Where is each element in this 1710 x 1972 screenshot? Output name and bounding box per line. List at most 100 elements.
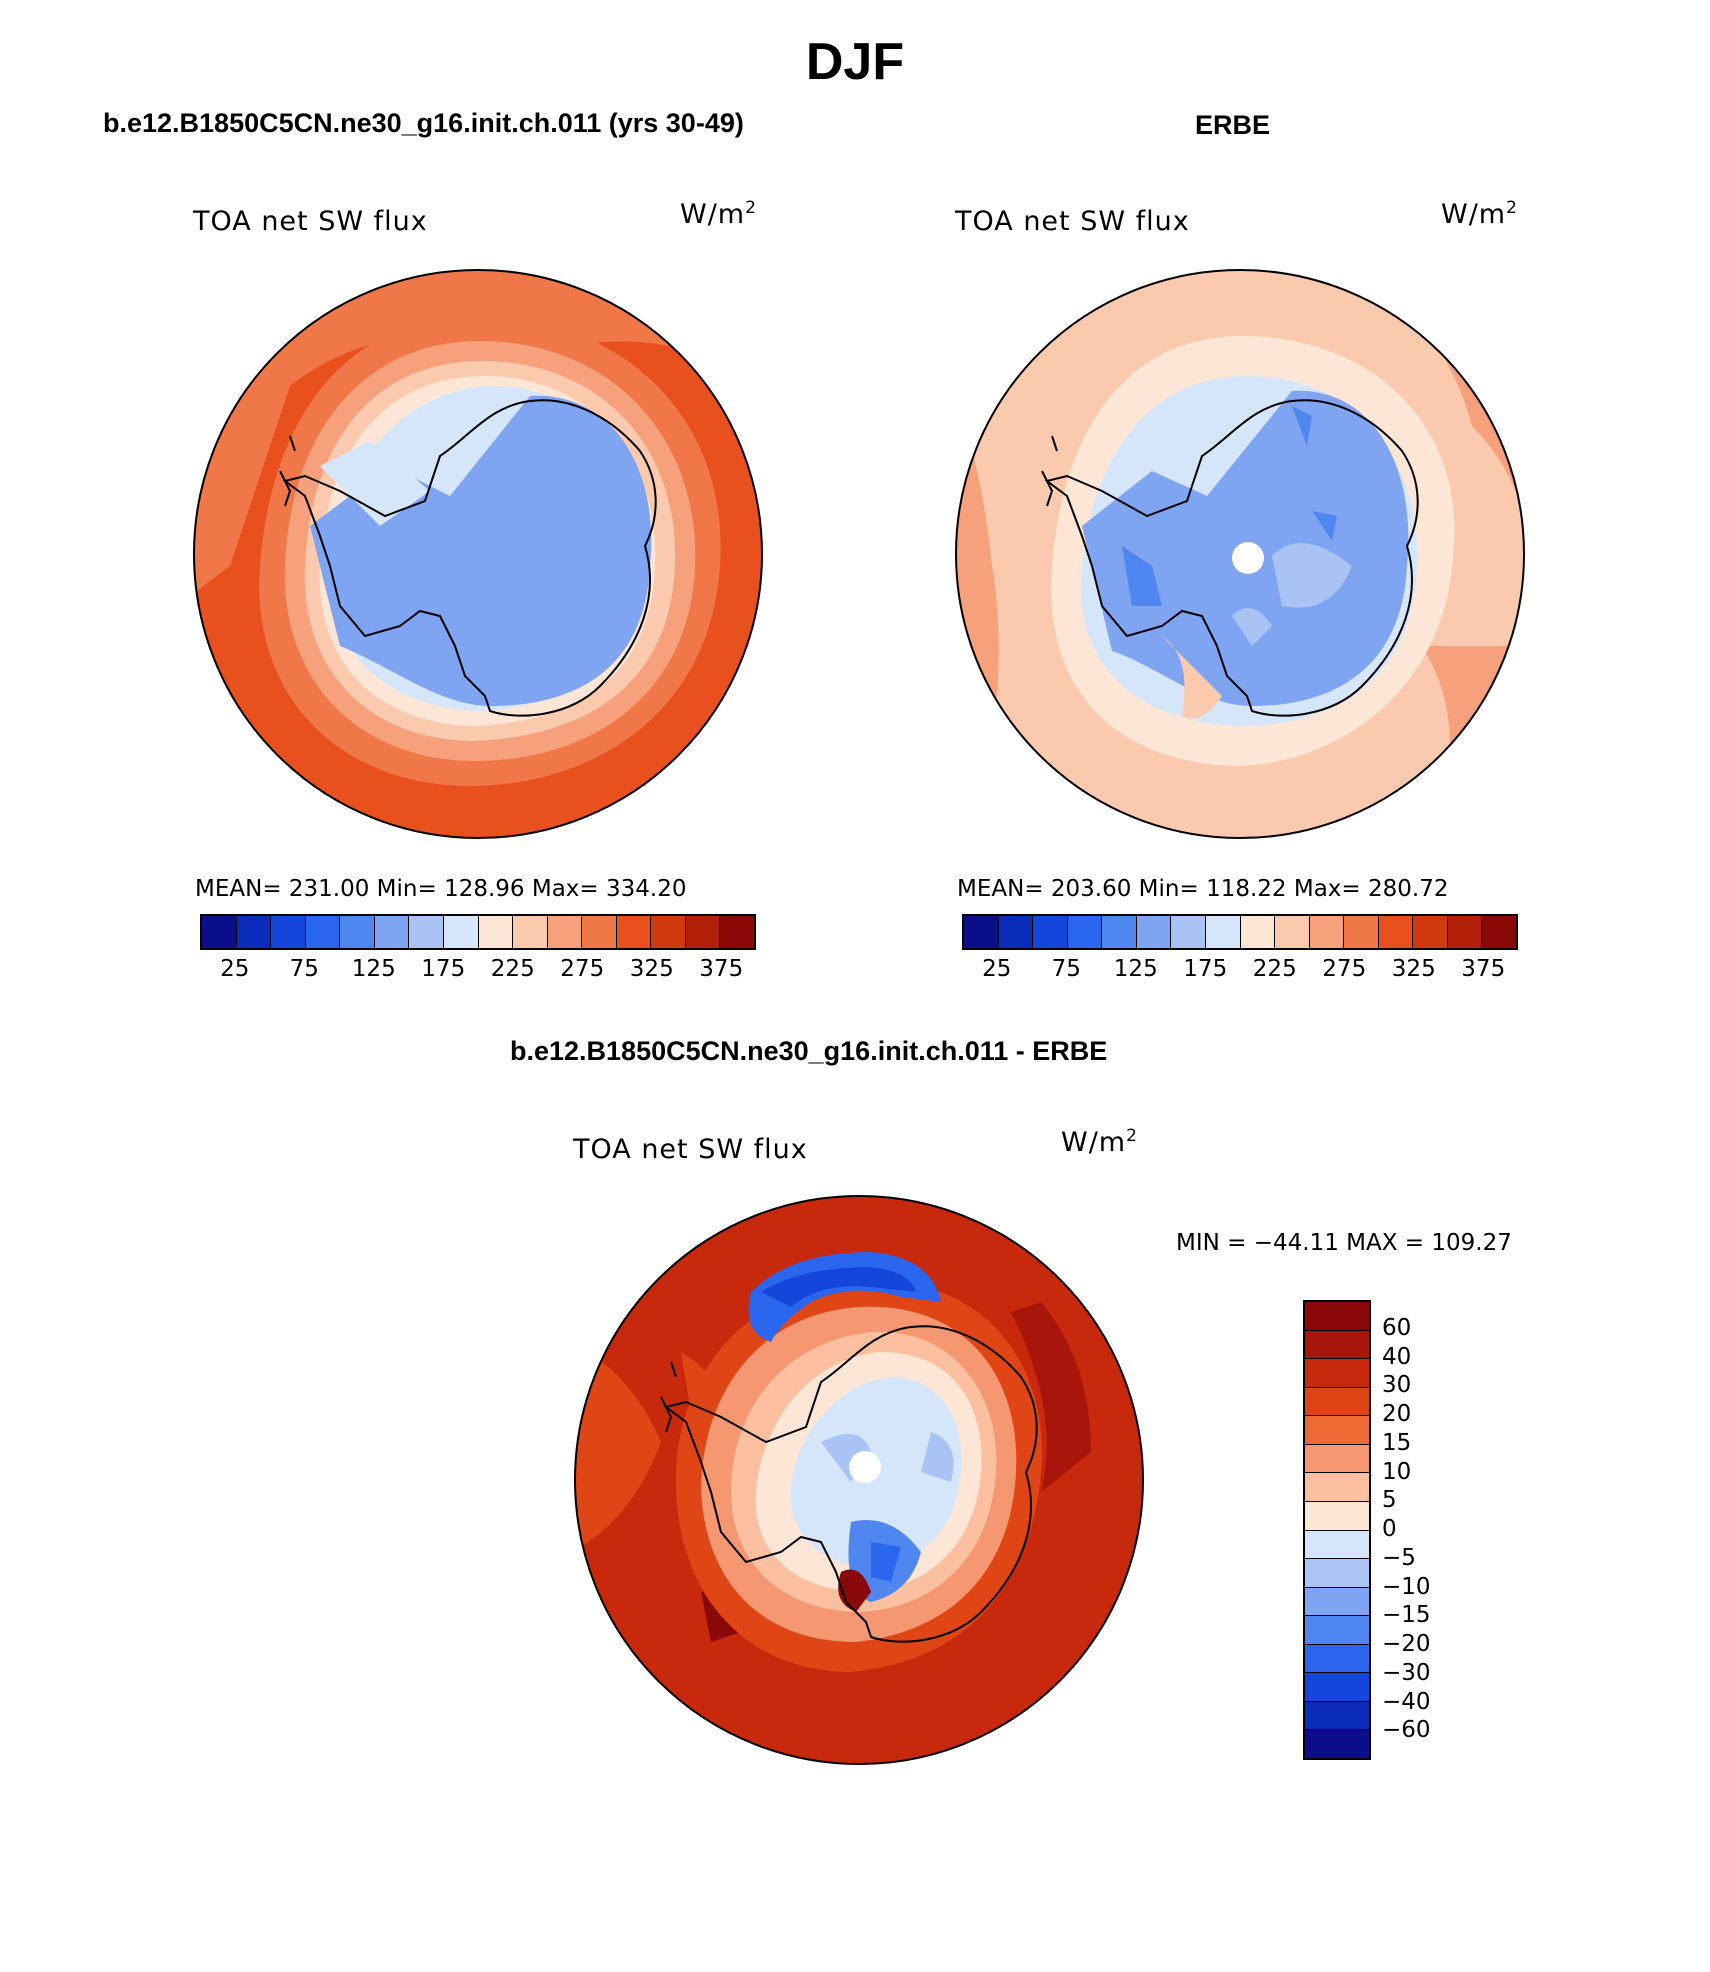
- diff-colorbar-swatch: [1305, 1387, 1369, 1417]
- obs-colorbar-swatch: [1240, 916, 1276, 948]
- model-colorbar-tick-label: 175: [421, 956, 466, 982]
- obs-colorbar-tick-label: 125: [1113, 956, 1158, 982]
- diff-colorbar-swatch: [1305, 1359, 1369, 1388]
- obs-colorbar-tick-label: 75: [1051, 956, 1081, 982]
- model-colorbar-swatch: [305, 916, 341, 948]
- model-colorbar-swatch: [374, 916, 410, 948]
- obs-colorbar-tick-label: 275: [1322, 956, 1367, 982]
- diff-colorbar-tick-label: −60: [1382, 1717, 1431, 1744]
- diff-colorbar-tick-label: −10: [1382, 1573, 1431, 1600]
- model-stats: MEAN= 231.00 Min= 128.96 Max= 334.20: [195, 876, 687, 902]
- obs-colorbar-swatch: [1102, 916, 1137, 948]
- diff-colorbar-swatch: [1305, 1616, 1369, 1645]
- obs-colorbar-swatch: [1344, 916, 1379, 948]
- model-colorbar-swatch: [202, 916, 237, 948]
- diff-colorbar-swatch: [1305, 1587, 1369, 1617]
- model-colorbar-tick-label: 75: [289, 956, 319, 982]
- diff-colorbar-swatch: [1305, 1701, 1369, 1731]
- diff-colorbar-swatch: [1305, 1302, 1369, 1331]
- model-colorbar-swatch: [409, 916, 444, 948]
- obs-colorbar-tick-label: 375: [1461, 956, 1506, 982]
- model-colorbar: [200, 914, 756, 950]
- obs-variable-label: TOA net SW flux: [955, 206, 1190, 237]
- diff-polar-map: [574, 1195, 1144, 1765]
- obs-units-label: W/m2: [1441, 198, 1518, 230]
- diff-colorbar-swatch: [1305, 1730, 1369, 1758]
- obs-colorbar-tick-label: 175: [1183, 956, 1228, 982]
- obs-colorbar-labels: 25 75 125 175 225 275 325 375: [962, 956, 1518, 986]
- obs-colorbar-swatch: [1378, 916, 1414, 948]
- model-colorbar-swatch: [236, 916, 272, 948]
- model-colorbar-tick-label: 325: [629, 956, 674, 982]
- model-colorbar-labels: 25 75 125 175 225 275 325 375: [200, 956, 756, 986]
- diff-colorbar-swatch: [1305, 1444, 1369, 1474]
- obs-colorbar-tick-label: 225: [1252, 956, 1297, 982]
- model-colorbar-swatch: [616, 916, 652, 948]
- diff-panel-title: b.e12.B1850C5CN.ne30_g16.init.ch.011 - E…: [510, 1036, 1108, 1066]
- diff-colorbar-swatch: [1305, 1644, 1369, 1674]
- diff-colorbar-swatch: [1305, 1501, 1369, 1531]
- diff-colorbar-swatch: [1305, 1559, 1369, 1588]
- model-colorbar-swatch: [720, 916, 754, 948]
- diff-colorbar-tick-label: −40: [1382, 1688, 1431, 1715]
- diff-units-label: W/m2: [1061, 1126, 1138, 1158]
- obs-colorbar-swatch: [964, 916, 999, 948]
- diff-variable-label: TOA net SW flux: [573, 1134, 808, 1165]
- model-colorbar-tick-label: 25: [220, 956, 250, 982]
- diff-colorbar-swatch: [1305, 1330, 1369, 1360]
- obs-colorbar-swatch: [1482, 916, 1516, 948]
- obs-colorbar-swatch: [1136, 916, 1172, 948]
- diff-colorbar-tick-label: 10: [1382, 1458, 1412, 1485]
- model-colorbar-tick-label: 275: [560, 956, 605, 982]
- model-colorbar-swatch: [651, 916, 686, 948]
- obs-stats: MEAN= 203.60 Min= 118.22 Max= 280.72: [957, 876, 1449, 902]
- diff-colorbar-labels: 60 40 30 20 15 10 5 0 −5 −10 −15 −20 −30 −40 −60: [1382, 1300, 1472, 1760]
- model-variable-label: TOA net SW flux: [193, 206, 428, 237]
- model-colorbar-swatch: [271, 916, 306, 948]
- model-colorbar-swatch: [582, 916, 617, 948]
- obs-colorbar: [962, 914, 1518, 950]
- diff-stats: MIN = −44.11 MAX = 109.27: [1176, 1230, 1512, 1256]
- obs-panel-title: ERBE: [1195, 110, 1271, 140]
- obs-colorbar-swatch: [1067, 916, 1103, 948]
- model-colorbar-swatch: [513, 916, 548, 948]
- diff-colorbar-tick-label: −15: [1382, 1602, 1431, 1629]
- model-colorbar-swatch: [340, 916, 375, 948]
- model-panel-title: b.e12.B1850C5CN.ne30_g16.init.ch.011 (yr…: [103, 108, 744, 138]
- diff-colorbar-tick-label: 20: [1382, 1401, 1412, 1427]
- obs-colorbar-swatch: [1413, 916, 1448, 948]
- model-colorbar-swatch: [478, 916, 514, 948]
- obs-colorbar-swatch: [998, 916, 1034, 948]
- obs-colorbar-swatch: [1033, 916, 1068, 948]
- diff-colorbar-tick-label: −20: [1382, 1631, 1431, 1657]
- obs-polar-map: [955, 269, 1525, 839]
- obs-colorbar-swatch: [1275, 916, 1310, 948]
- model-polar-map: [193, 269, 763, 839]
- diff-colorbar-tick-label: −30: [1382, 1659, 1431, 1686]
- model-colorbar-swatch: [547, 916, 583, 948]
- model-colorbar-tick-label: 225: [490, 956, 535, 982]
- diff-colorbar-swatch: [1305, 1530, 1369, 1560]
- diff-colorbar-tick-label: 30: [1382, 1372, 1412, 1399]
- diff-colorbar: [1303, 1300, 1371, 1760]
- obs-colorbar-swatch: [1205, 916, 1241, 948]
- model-colorbar-tick-label: 125: [351, 956, 396, 982]
- figure-title: DJF: [805, 33, 905, 91]
- obs-colorbar-swatch: [1309, 916, 1345, 948]
- obs-colorbar-tick-label: 325: [1391, 956, 1436, 982]
- model-colorbar-swatch: [443, 916, 479, 948]
- obs-colorbar-tick-label: 25: [982, 956, 1012, 982]
- diff-colorbar-tick-label: 60: [1382, 1314, 1412, 1341]
- model-colorbar-tick-label: 375: [699, 956, 744, 982]
- obs-colorbar-swatch: [1171, 916, 1206, 948]
- model-units-label: W/m2: [680, 198, 757, 230]
- diff-colorbar-swatch: [1305, 1473, 1369, 1502]
- diff-colorbar-tick-label: 0: [1382, 1516, 1397, 1542]
- model-colorbar-swatch: [685, 916, 721, 948]
- diff-colorbar-swatch: [1305, 1673, 1369, 1702]
- diff-colorbar-tick-label: 15: [1382, 1429, 1412, 1456]
- diff-colorbar-tick-label: 5: [1382, 1487, 1397, 1514]
- obs-colorbar-swatch: [1447, 916, 1483, 948]
- diff-colorbar-tick-label: −5: [1382, 1544, 1416, 1571]
- diff-colorbar-swatch: [1305, 1416, 1369, 1445]
